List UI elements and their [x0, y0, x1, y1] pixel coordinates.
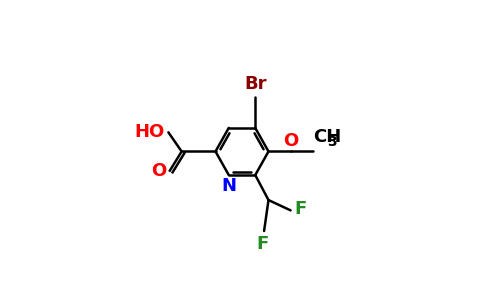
Text: HO: HO: [135, 123, 165, 141]
Text: F: F: [257, 235, 269, 253]
Text: Br: Br: [244, 76, 267, 94]
Text: F: F: [294, 200, 306, 218]
Text: O: O: [283, 132, 298, 150]
Text: 3: 3: [327, 135, 336, 149]
Text: CH: CH: [313, 128, 342, 146]
Text: N: N: [221, 177, 236, 195]
Text: O: O: [151, 162, 166, 180]
